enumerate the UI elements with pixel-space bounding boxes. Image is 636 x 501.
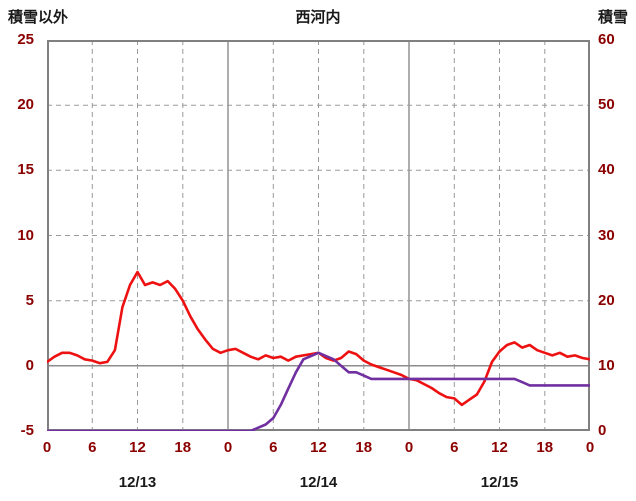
left-axis-title: 積雪以外 [8, 9, 69, 26]
left-axis-tick: 5 [25, 291, 34, 309]
left-axis-tick: 25 [17, 31, 34, 48]
date-label: 12/14 [299, 474, 338, 491]
date-label: 12/15 [480, 474, 519, 491]
right-axis-tick: 40 [598, 161, 615, 179]
right-axis-tick: 60 [598, 31, 615, 48]
x-axis-tick: 0 [585, 439, 595, 456]
left-axis-tick: -5 [20, 422, 34, 439]
x-axis-tick: 12 [129, 439, 146, 456]
right-axis-tick: 30 [598, 226, 615, 244]
left-axis-tick: 15 [17, 161, 34, 179]
date-label: 12/13 [118, 474, 157, 491]
right-axis-tick: 20 [598, 291, 615, 309]
x-axis-tick: 12 [310, 439, 327, 456]
x-axis-tick: 6 [450, 439, 459, 456]
left-axis-tick: 10 [17, 226, 34, 244]
x-axis-tick: 6 [269, 439, 278, 456]
chart-title: 西河内 [295, 9, 341, 26]
x-axis-tick: 18 [174, 439, 192, 456]
right-axis-tick: 0 [598, 422, 607, 439]
x-axis-tick: 6 [88, 439, 97, 456]
x-axis-tick: 12 [491, 439, 508, 456]
x-axis-tick: 18 [536, 439, 554, 456]
left-axis-tick: 20 [17, 96, 34, 114]
right-axis-tick: 10 [598, 356, 615, 374]
right-axis-tick: 50 [598, 96, 615, 114]
plot-area [47, 40, 590, 431]
left-axis-tick: 0 [25, 356, 34, 374]
x-axis-tick: 0 [42, 439, 52, 456]
x-axis-tick: 0 [404, 439, 414, 456]
x-axis-tick: 0 [223, 439, 233, 456]
right-axis-title: 積雪 [597, 9, 628, 26]
x-axis-tick: 18 [355, 439, 373, 456]
